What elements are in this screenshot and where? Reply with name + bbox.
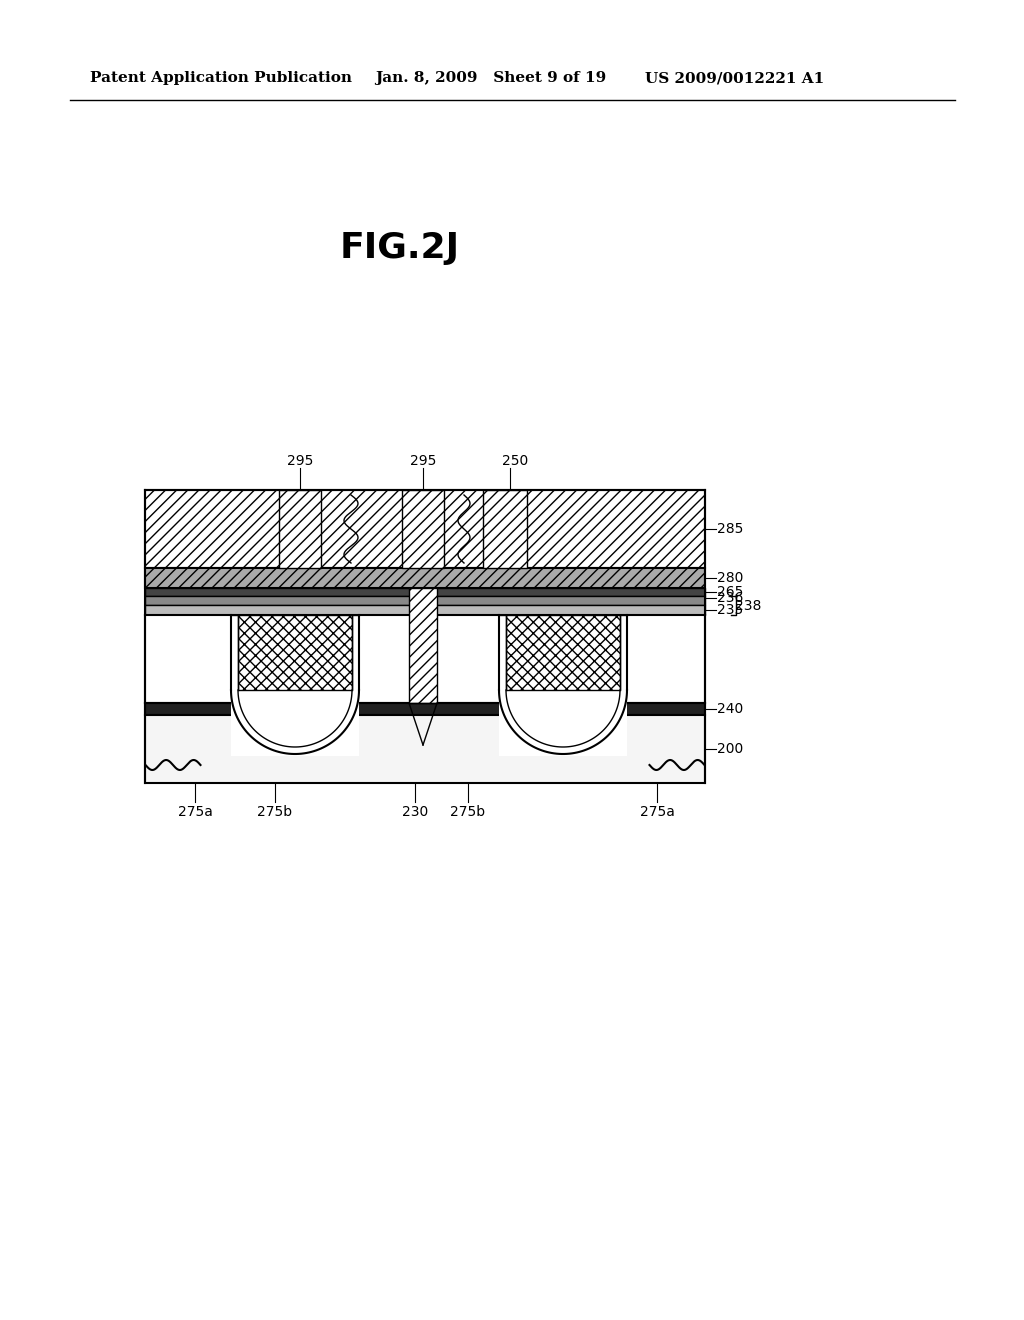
Bar	[409, 587, 437, 704]
Bar	[409, 587, 437, 704]
Text: 230: 230	[401, 805, 428, 818]
Text: 275a: 275a	[177, 805, 212, 818]
Text: Patent Application Publication: Patent Application Publication	[90, 71, 352, 84]
Text: 275b: 275b	[451, 805, 485, 818]
Text: 200: 200	[717, 742, 743, 756]
Bar	[483, 490, 527, 568]
Text: US 2009/0012221 A1: US 2009/0012221 A1	[645, 71, 824, 84]
Bar	[145, 490, 705, 568]
Text: 295: 295	[287, 454, 313, 469]
Text: 275b: 275b	[257, 805, 293, 818]
Text: 285: 285	[717, 521, 743, 536]
Text: 275a: 275a	[640, 805, 675, 818]
Bar	[279, 490, 321, 568]
Text: 236: 236	[717, 591, 743, 605]
Bar	[145, 587, 705, 597]
Text: Jan. 8, 2009   Sheet 9 of 19: Jan. 8, 2009 Sheet 9 of 19	[375, 71, 606, 84]
Text: 238: 238	[735, 598, 762, 612]
Bar	[483, 490, 527, 568]
Bar	[231, 615, 359, 756]
Text: 240: 240	[717, 702, 743, 715]
Text: 235: 235	[717, 603, 743, 616]
Bar	[279, 490, 321, 568]
Bar	[402, 490, 444, 568]
Bar	[145, 615, 705, 704]
Bar	[238, 615, 352, 690]
Text: 265: 265	[717, 585, 743, 599]
Bar	[145, 715, 705, 783]
Text: 250: 250	[502, 454, 528, 469]
Bar	[145, 568, 705, 587]
Bar	[402, 490, 444, 568]
Bar	[145, 597, 705, 605]
Bar	[499, 615, 627, 756]
Text: 295: 295	[410, 454, 436, 469]
Text: 280: 280	[717, 572, 743, 585]
Text: FIG.2J: FIG.2J	[340, 231, 460, 265]
Bar	[145, 704, 705, 715]
Bar	[145, 605, 705, 615]
Bar	[506, 615, 620, 690]
